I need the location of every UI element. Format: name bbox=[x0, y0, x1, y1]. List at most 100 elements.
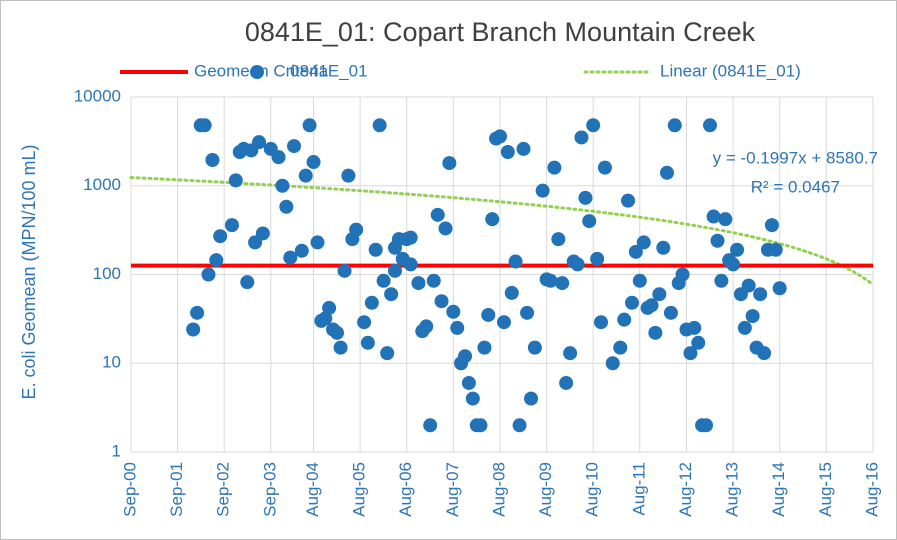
data-point bbox=[675, 267, 690, 282]
data-point bbox=[240, 275, 255, 290]
x-tick-label: Aug-15 bbox=[816, 462, 835, 517]
data-point bbox=[524, 391, 539, 406]
data-point bbox=[659, 165, 674, 180]
x-tick-label: Aug-11 bbox=[629, 462, 648, 516]
data-point bbox=[508, 254, 523, 269]
data-point bbox=[197, 118, 212, 133]
data-point bbox=[644, 298, 659, 313]
data-point bbox=[403, 257, 418, 272]
data-point bbox=[442, 156, 457, 171]
data-point bbox=[438, 221, 453, 236]
x-tick-label: Sep-01 bbox=[167, 462, 186, 517]
data-point bbox=[520, 305, 535, 320]
data-point bbox=[190, 305, 205, 320]
data-point bbox=[298, 168, 313, 183]
data-point bbox=[224, 218, 239, 233]
data-point bbox=[613, 340, 628, 355]
data-point bbox=[426, 273, 441, 288]
x-tick-label: Aug-08 bbox=[490, 462, 509, 517]
x-tick-label: Aug-16 bbox=[862, 462, 881, 517]
x-tick-label: Aug-10 bbox=[583, 462, 602, 517]
data-point bbox=[726, 257, 741, 272]
data-point bbox=[380, 346, 395, 361]
data-point bbox=[485, 212, 500, 227]
trendline-r-squared: R² = 0.0467 bbox=[751, 177, 840, 196]
data-point bbox=[209, 253, 224, 268]
data-point bbox=[625, 295, 640, 310]
data-point bbox=[663, 305, 678, 320]
data-point bbox=[597, 160, 612, 175]
data-point bbox=[535, 183, 550, 198]
data-point bbox=[578, 190, 593, 205]
data-point bbox=[341, 168, 356, 183]
data-point bbox=[275, 178, 290, 193]
x-tick-label: Aug-07 bbox=[443, 462, 462, 517]
x-tick-label: Sep-03 bbox=[260, 462, 279, 517]
data-point bbox=[481, 307, 496, 322]
data-point bbox=[753, 287, 768, 302]
data-point bbox=[430, 207, 445, 222]
data-point bbox=[551, 232, 566, 247]
data-point bbox=[632, 273, 647, 288]
legend-label: 0841E_01 bbox=[290, 61, 368, 80]
data-point bbox=[446, 304, 461, 319]
data-point bbox=[741, 278, 756, 293]
data-point bbox=[294, 243, 309, 258]
data-point bbox=[372, 118, 387, 133]
x-tick-label: Sep-00 bbox=[120, 462, 139, 517]
data-point bbox=[493, 129, 508, 144]
data-point bbox=[186, 322, 201, 337]
data-point bbox=[255, 226, 270, 241]
data-point bbox=[590, 251, 605, 266]
data-point bbox=[376, 273, 391, 288]
data-point bbox=[458, 349, 473, 364]
data-point bbox=[547, 160, 562, 175]
x-tick-label: Aug-14 bbox=[769, 462, 788, 517]
data-point bbox=[461, 375, 476, 390]
data-point bbox=[652, 287, 667, 302]
x-tick-label: Aug-04 bbox=[303, 462, 322, 517]
y-tick-label: 10 bbox=[102, 353, 121, 372]
data-point bbox=[302, 118, 317, 133]
data-point bbox=[512, 418, 527, 433]
data-point bbox=[205, 153, 220, 168]
data-point bbox=[271, 150, 286, 165]
x-tick-label: Sep-02 bbox=[214, 462, 233, 517]
data-point bbox=[648, 325, 663, 340]
data-point bbox=[586, 118, 601, 133]
data-point bbox=[500, 145, 515, 160]
data-point bbox=[764, 218, 779, 233]
data-point bbox=[419, 319, 434, 334]
data-point bbox=[737, 320, 752, 335]
data-point bbox=[772, 281, 787, 296]
data-point bbox=[330, 325, 345, 340]
data-point bbox=[287, 139, 302, 154]
data-point bbox=[403, 230, 418, 245]
chart-title: 0841E_01: Copart Branch Mountain Creek bbox=[245, 17, 756, 47]
data-point bbox=[683, 346, 698, 361]
data-point bbox=[667, 118, 682, 133]
data-point bbox=[563, 346, 578, 361]
data-point bbox=[283, 250, 298, 265]
data-point bbox=[621, 193, 636, 208]
data-point bbox=[201, 267, 216, 282]
data-point bbox=[465, 391, 480, 406]
data-point bbox=[687, 320, 702, 335]
legend-label: Linear (0841E_01) bbox=[660, 61, 801, 80]
data-point bbox=[504, 285, 519, 300]
data-point bbox=[527, 340, 542, 355]
data-point bbox=[757, 346, 772, 361]
data-point bbox=[310, 235, 325, 250]
data-point bbox=[702, 118, 717, 133]
data-point bbox=[279, 199, 294, 214]
data-point bbox=[656, 240, 671, 255]
data-point bbox=[636, 235, 651, 250]
y-tick-label: 100 bbox=[93, 264, 121, 283]
data-point bbox=[691, 335, 706, 350]
data-point bbox=[555, 276, 570, 291]
data-point bbox=[364, 295, 379, 310]
y-axis-label: E. coli Geomean (MPN/100 mL) bbox=[19, 144, 39, 399]
data-point bbox=[349, 222, 364, 237]
y-tick-label: 1 bbox=[112, 441, 121, 460]
